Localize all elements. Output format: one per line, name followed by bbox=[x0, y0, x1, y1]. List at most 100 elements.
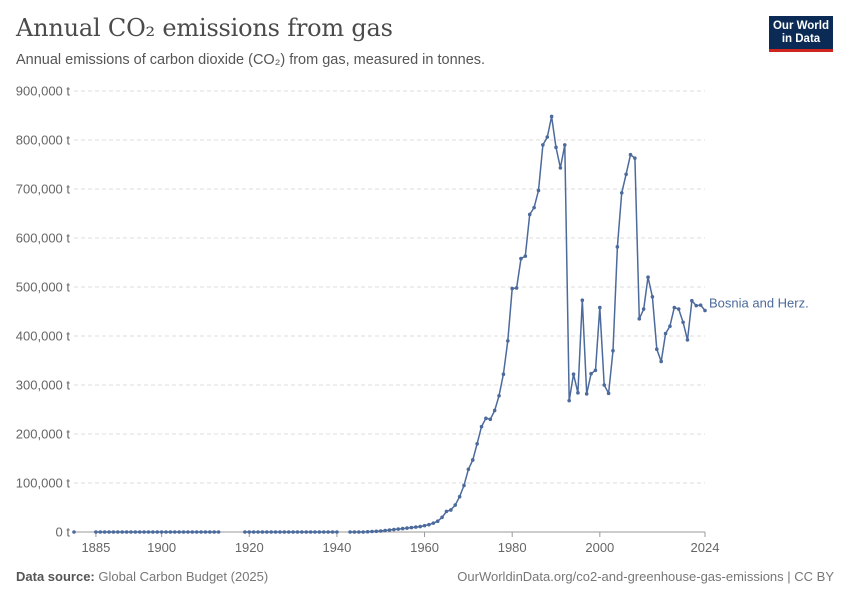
source-url[interactable]: OurWorldinData.org/co2-and-greenhouse-ga… bbox=[457, 569, 834, 584]
data-point[interactable] bbox=[190, 530, 195, 534]
data-point[interactable] bbox=[479, 424, 484, 429]
data-point[interactable] bbox=[633, 156, 637, 160]
data-point[interactable] bbox=[523, 254, 528, 258]
data-point[interactable] bbox=[615, 245, 620, 249]
data-point[interactable] bbox=[562, 143, 567, 147]
data-point[interactable] bbox=[405, 526, 409, 530]
data-point[interactable] bbox=[519, 256, 523, 261]
data-point[interactable] bbox=[510, 286, 514, 291]
data-point[interactable] bbox=[243, 530, 247, 534]
data-point[interactable] bbox=[146, 530, 151, 534]
data-point[interactable] bbox=[265, 530, 269, 534]
data-point[interactable] bbox=[313, 530, 317, 534]
data-point[interactable] bbox=[304, 530, 309, 534]
data-point[interactable] bbox=[151, 530, 155, 534]
data-point[interactable] bbox=[194, 530, 199, 534]
data-point[interactable] bbox=[681, 320, 685, 325]
data-point[interactable] bbox=[484, 416, 488, 421]
data-point[interactable] bbox=[352, 530, 357, 534]
data-point[interactable] bbox=[545, 135, 550, 139]
data-point[interactable] bbox=[116, 530, 120, 534]
data-point[interactable] bbox=[593, 368, 598, 373]
data-point[interactable] bbox=[466, 467, 471, 472]
data-point[interactable] bbox=[365, 529, 370, 534]
owid-logo[interactable]: Our World in Data bbox=[769, 16, 833, 52]
data-point[interactable] bbox=[659, 359, 663, 364]
data-point[interactable] bbox=[107, 530, 111, 534]
data-point[interactable] bbox=[168, 530, 173, 534]
data-point[interactable] bbox=[247, 530, 252, 534]
data-point[interactable] bbox=[370, 529, 374, 534]
data-point[interactable] bbox=[396, 527, 401, 531]
data-point[interactable] bbox=[449, 508, 453, 512]
data-point[interactable] bbox=[457, 494, 462, 499]
data-point[interactable] bbox=[462, 483, 466, 488]
data-point[interactable] bbox=[256, 530, 260, 534]
data-point[interactable] bbox=[159, 530, 164, 534]
data-point[interactable] bbox=[475, 442, 479, 446]
data-point[interactable] bbox=[330, 530, 335, 534]
data-point[interactable] bbox=[427, 522, 431, 527]
data-point[interactable] bbox=[94, 530, 98, 534]
data-point[interactable] bbox=[541, 143, 545, 147]
data-point[interactable] bbox=[383, 528, 387, 533]
data-point[interactable] bbox=[619, 191, 624, 195]
data-point[interactable] bbox=[102, 530, 107, 534]
data-point[interactable] bbox=[589, 371, 593, 376]
data-point[interactable] bbox=[558, 166, 563, 170]
data-point[interactable] bbox=[440, 515, 444, 520]
data-point[interactable] bbox=[453, 503, 458, 507]
data-point[interactable] bbox=[611, 348, 615, 353]
data-point[interactable] bbox=[120, 530, 125, 534]
data-point[interactable] bbox=[300, 530, 304, 534]
data-point[interactable] bbox=[654, 347, 659, 352]
data-point[interactable] bbox=[431, 521, 436, 525]
data-point[interactable] bbox=[291, 530, 295, 534]
data-point[interactable] bbox=[212, 530, 217, 534]
data-point[interactable] bbox=[392, 527, 396, 532]
data-point[interactable] bbox=[203, 530, 208, 534]
data-point[interactable] bbox=[155, 530, 160, 534]
data-point[interactable] bbox=[694, 303, 699, 308]
data-point[interactable] bbox=[488, 417, 493, 422]
data-point[interactable] bbox=[549, 114, 554, 119]
data-point[interactable] bbox=[501, 372, 506, 377]
data-point[interactable] bbox=[672, 305, 677, 310]
data-point[interactable] bbox=[208, 530, 212, 534]
data-point[interactable] bbox=[576, 391, 580, 395]
data-point[interactable] bbox=[567, 398, 571, 403]
data-point[interactable] bbox=[251, 530, 256, 534]
data-point[interactable] bbox=[348, 530, 352, 534]
data-point[interactable] bbox=[497, 393, 501, 398]
data-point[interactable] bbox=[361, 530, 366, 534]
data-point[interactable] bbox=[506, 339, 510, 343]
data-point[interactable] bbox=[199, 530, 203, 534]
data-point[interactable] bbox=[646, 275, 650, 280]
data-point[interactable] bbox=[164, 530, 168, 534]
data-point[interactable] bbox=[374, 529, 379, 534]
data-point[interactable] bbox=[378, 529, 383, 533]
data-point[interactable] bbox=[435, 519, 440, 524]
data-point[interactable] bbox=[628, 152, 633, 157]
data-point[interactable] bbox=[111, 530, 116, 534]
data-point[interactable] bbox=[641, 307, 646, 311]
data-point[interactable] bbox=[321, 530, 326, 534]
data-point[interactable] bbox=[98, 530, 103, 534]
data-point[interactable] bbox=[387, 528, 392, 532]
data-point[interactable] bbox=[527, 212, 532, 217]
data-point[interactable] bbox=[624, 172, 628, 177]
data-point[interactable] bbox=[282, 530, 287, 534]
data-point[interactable] bbox=[357, 530, 361, 534]
data-point[interactable] bbox=[72, 530, 76, 534]
data-point[interactable] bbox=[444, 509, 449, 514]
data-point[interactable] bbox=[177, 530, 181, 534]
data-point[interactable] bbox=[124, 530, 129, 534]
data-point[interactable] bbox=[186, 530, 190, 534]
data-point[interactable] bbox=[409, 525, 414, 530]
data-point[interactable] bbox=[142, 530, 146, 534]
data-point[interactable] bbox=[418, 524, 422, 529]
data-point[interactable] bbox=[269, 530, 273, 534]
data-point[interactable] bbox=[273, 530, 278, 534]
data-point[interactable] bbox=[295, 530, 300, 534]
data-point[interactable] bbox=[536, 188, 541, 193]
